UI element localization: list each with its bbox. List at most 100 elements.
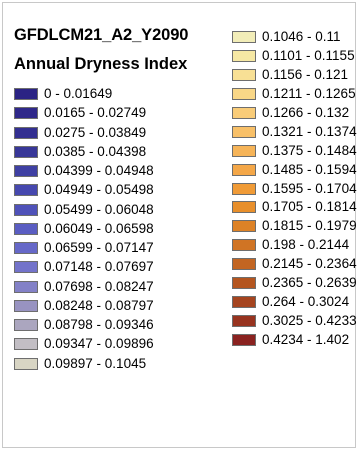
legend-swatch: [14, 107, 38, 120]
legend-label: 0.0275 - 0.03849: [44, 124, 147, 140]
legend-item: 0.1211 - 0.1265: [232, 85, 357, 103]
legend-label: 0.06599 - 0.07147: [44, 240, 154, 255]
legend-swatch: [14, 184, 38, 197]
legend-item: 0.06599 - 0.07147: [14, 239, 154, 257]
legend-swatch: [232, 106, 256, 119]
legend-swatch: [14, 203, 38, 216]
legend-item: 0.1046 - 0.11: [232, 28, 357, 46]
legend-swatch: [232, 258, 256, 271]
legend-item: 0.04949 - 0.05498: [14, 181, 154, 199]
legend-swatch: [232, 296, 256, 309]
legend-item: 0.0165 - 0.02749: [14, 104, 154, 122]
legend-swatch: [232, 315, 256, 328]
legend-swatch: [232, 182, 256, 195]
legend-item: 0.1705 - 0.1814: [232, 198, 357, 216]
legend-swatch: [232, 125, 256, 138]
legend-label: 0.1156 - 0.121: [262, 66, 349, 82]
legend-item: 0.2145 - 0.2364: [232, 255, 357, 273]
legend-item: 0.09347 - 0.09896: [14, 335, 154, 353]
legend-label: 0.1211 - 0.1265: [262, 85, 356, 101]
legend-swatch: [232, 49, 256, 62]
legend-swatch: [232, 220, 256, 233]
field-title: Annual Dryness Index: [14, 55, 188, 73]
legend-swatch: [232, 144, 256, 157]
legend-swatch: [232, 68, 256, 81]
legend-item: 0.264 - 0.3024: [232, 293, 357, 311]
legend-swatch: [14, 299, 38, 312]
legend-swatch: [232, 239, 256, 252]
legend-item: 0.1815 - 0.1979: [232, 217, 357, 235]
legend-swatch: [232, 31, 256, 43]
legend-swatch: [232, 201, 256, 214]
legend-item: 0.09897 - 0.1045: [14, 355, 154, 373]
legend-swatch: [14, 145, 38, 158]
legend-label: 0.07698 - 0.08247: [44, 278, 154, 294]
legend-item: 0.3025 - 0.4233: [232, 312, 357, 330]
legend-item: 0.08248 - 0.08797: [14, 297, 154, 315]
legend-label: 0.04399 - 0.04948: [44, 163, 154, 178]
legend-label: 0 - 0.01649: [44, 86, 113, 101]
legend-item: 0.0275 - 0.03849: [14, 124, 154, 142]
legend-swatch: [232, 334, 256, 346]
legend-column-left: 0 - 0.01649 0.0165 - 0.02749 0.0275 - 0.03…: [14, 85, 154, 374]
legend-label: 0.1046 - 0.11: [262, 29, 341, 44]
legend-swatch: [14, 357, 38, 370]
legend-swatch: [14, 165, 38, 177]
legend-item: 0.04399 - 0.04948: [14, 162, 154, 180]
legend-item: 0.4234 - 1.402: [232, 331, 357, 349]
legend-label: 0.3025 - 0.4233: [262, 313, 357, 329]
legend-label: 0.4234 - 1.402: [262, 332, 350, 347]
legend-item: 0.07148 - 0.07697: [14, 258, 154, 276]
legend-swatch: [14, 242, 38, 254]
legend-title-block: GFDLCM21_A2_Y2090 Annual Dryness Index: [14, 26, 188, 74]
legend-label: 0.08248 - 0.08797: [44, 297, 154, 313]
legend-item: 0.0385 - 0.04398: [14, 143, 154, 161]
legend-label: 0.2145 - 0.2364: [262, 256, 357, 272]
legend-swatch: [14, 338, 38, 351]
legend-swatch: [14, 261, 38, 274]
legend-swatch: [14, 222, 38, 235]
legend-label: 0.1705 - 0.1814: [262, 199, 357, 215]
legend-item: 0 - 0.01649: [14, 85, 154, 103]
legend-item: 0.1595 - 0.1704: [232, 180, 357, 198]
layer-title: GFDLCM21_A2_Y2090: [14, 26, 189, 44]
legend-swatch: [14, 88, 38, 100]
legend-label: 0.1485 - 0.1594: [262, 161, 357, 177]
legend-label: 0.08798 - 0.09346: [44, 317, 154, 332]
legend-label: 0.09347 - 0.09896: [44, 336, 154, 352]
legend-item: 0.1485 - 0.1594: [232, 161, 357, 179]
legend-label: 0.1321 - 0.1374: [262, 123, 357, 139]
legend-item: 0.06049 - 0.06598: [14, 220, 154, 238]
legend-item: 0.05499 - 0.06048: [14, 201, 154, 219]
legend-swatch: [232, 163, 256, 176]
legend-label: 0.1375 - 0.1484: [262, 142, 357, 158]
legend-item: 0.1156 - 0.121: [232, 66, 357, 84]
legend-swatch: [232, 277, 256, 290]
legend-swatch: [14, 280, 38, 293]
legend-item: 0.1101 - 0.1155: [232, 47, 357, 65]
legend-item: 0.1266 - 0.132: [232, 104, 357, 122]
legend-label: 0.04949 - 0.05498: [44, 182, 154, 198]
legend-label: 0.1815 - 0.1979: [262, 218, 357, 234]
legend-label: 0.1266 - 0.132: [262, 104, 350, 120]
legend-item: 0.2365 - 0.2639: [232, 274, 357, 292]
legend-swatch: [14, 319, 38, 331]
legend-label: 0.09897 - 0.1045: [44, 355, 147, 371]
legend-item: 0.07698 - 0.08247: [14, 278, 154, 296]
legend-label: 0.07148 - 0.07697: [44, 259, 154, 275]
legend-label: 0.264 - 0.3024: [262, 294, 350, 310]
legend-label: 0.05499 - 0.06048: [44, 201, 154, 217]
legend-item: 0.1321 - 0.1374: [232, 123, 357, 141]
legend-item: 0.198 - 0.2144: [232, 236, 357, 254]
legend-label: 0.1595 - 0.1704: [262, 180, 357, 196]
legend-item: 0.1375 - 0.1484: [232, 142, 357, 160]
legend-label: 0.2365 - 0.2639: [262, 275, 357, 291]
legend-label: 0.198 - 0.2144: [262, 237, 350, 253]
legend-label: 0.06049 - 0.06598: [44, 220, 154, 236]
legend-label: 0.1101 - 0.1155: [262, 47, 355, 63]
legend-panel: GFDLCM21_A2_Y2090 Annual Dryness Index 0…: [2, 2, 357, 448]
legend-label: 0.0385 - 0.04398: [44, 143, 147, 159]
legend-swatch: [232, 87, 256, 100]
legend-label: 0.0165 - 0.02749: [44, 105, 147, 121]
legend-column-right: 0.1046 - 0.11 0.1101 - 0.1155 0.1156 - 0.1…: [232, 28, 357, 350]
